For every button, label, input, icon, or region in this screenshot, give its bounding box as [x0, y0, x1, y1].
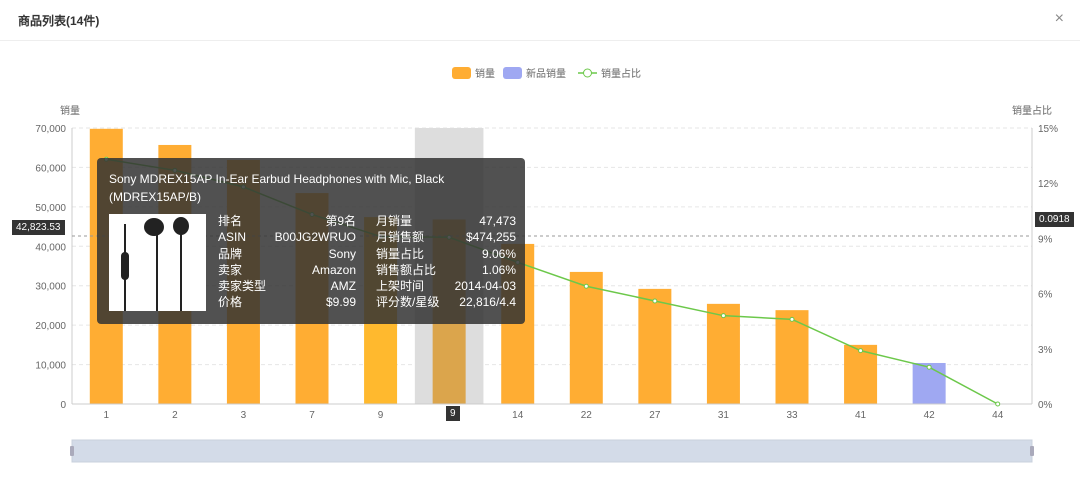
y-tick-label: 50,000 — [35, 203, 66, 214]
bar-sales — [569, 271, 603, 404]
x-tick-label: 31 — [718, 410, 730, 421]
tooltip-row: 卖家类型 AMZ 上架时间 2014-04-03 — [218, 278, 518, 294]
y-tick-label: 20,000 — [35, 321, 66, 332]
bar-sales — [706, 303, 740, 404]
tooltip-value: 9.06% — [481, 246, 516, 261]
y2-axis-title: 销量占比 — [1012, 104, 1052, 117]
y-tick-label: 0 — [60, 400, 66, 411]
y2-tick-label: 3% — [1038, 345, 1053, 356]
x-tick-label: 27 — [649, 410, 661, 421]
legend-label: 销量 — [475, 67, 495, 80]
tooltip-value: $9.99 — [325, 295, 356, 310]
legend-swatch — [503, 67, 522, 79]
share-point — [652, 298, 658, 304]
tooltip-key: 排名 — [218, 214, 243, 228]
x-tick-label: 33 — [786, 410, 798, 421]
tooltip-key: 品牌 — [218, 246, 243, 261]
datazoom-slider[interactable] — [71, 439, 1033, 463]
pointer-x-label: 9 — [446, 406, 460, 421]
x-tick-label: 22 — [581, 410, 593, 421]
y2-tick-label: 12% — [1038, 179, 1058, 190]
bar-sales — [638, 288, 672, 404]
tooltip-value: 1.06% — [481, 262, 516, 277]
bar-new-sales — [912, 362, 946, 404]
tooltip-row: 品牌 Sony 销量占比 9.06% — [218, 246, 518, 262]
pointer-y-left-label: 42,823.53 — [12, 220, 65, 235]
tooltip-key: 卖家类型 — [218, 279, 267, 294]
tooltip-key: 月销量 — [376, 214, 413, 228]
y-tick-label: 70,000 — [35, 124, 66, 135]
tooltip: Sony MDREX15AP In-Ear Earbud Headphones … — [97, 158, 525, 324]
slider-handle-right[interactable] — [1030, 446, 1034, 456]
tooltip-key: 销售额占比 — [376, 262, 437, 277]
pointer-y-right-label: 0.0918 — [1035, 212, 1074, 227]
tooltip-key: 价格 — [218, 295, 243, 310]
x-tick-label: 3 — [241, 410, 247, 421]
tooltip-value: 2014-04-03 — [454, 279, 516, 294]
tooltip-key: 评分数/星级 — [376, 295, 440, 310]
tooltip-key: 销量占比 — [376, 246, 425, 261]
dialog-title: 商品列表(14件) — [18, 14, 100, 28]
x-tick-label: 1 — [104, 410, 110, 421]
tooltip-key: ASIN — [218, 230, 247, 245]
bar-sales — [844, 344, 878, 404]
slider-handle-left[interactable] — [70, 446, 74, 456]
legend-label: 新品销量 — [526, 67, 566, 80]
tooltip-title: Sony MDREX15AP In-Ear Earbud Headphones … — [109, 172, 445, 204]
tooltip-row: 卖家 Amazon 销售额占比 1.06% — [218, 262, 518, 278]
tooltip-key: 上架时间 — [376, 279, 425, 294]
tooltip-row: ASIN B00JG2WRUO 月销售额 $474,255 — [218, 229, 518, 245]
y-tick-label: 30,000 — [35, 282, 66, 293]
y-tick-label: 60,000 — [35, 163, 66, 174]
x-tick-label: 14 — [512, 410, 524, 421]
legend-marker — [583, 68, 592, 78]
legend-swatch — [452, 67, 471, 79]
tooltip-value: 47,473 — [479, 214, 516, 228]
tooltip-value: B00JG2WRUO — [274, 230, 356, 245]
y2-tick-label: 6% — [1038, 290, 1053, 301]
x-tick-label: 44 — [992, 410, 1004, 421]
tooltip-value: Sony — [328, 246, 356, 261]
tooltip-value: AMZ — [330, 279, 356, 294]
tooltip-row: 价格 $9.99 评分数/星级 22,816/4.4 — [218, 294, 518, 310]
dialog-header: 商品列表(14件) × — [0, 0, 1080, 41]
tooltip-row: 排名 第9名 月销量 47,473 — [218, 213, 518, 229]
x-tick-label: 9 — [378, 410, 384, 421]
tooltip-value: Amazon — [311, 262, 356, 277]
product-image — [109, 214, 206, 311]
y-tick-label: 10,000 — [35, 361, 66, 372]
x-tick-label: 41 — [855, 410, 867, 421]
share-point — [720, 313, 726, 319]
tooltip-value: 22,816/4.4 — [459, 295, 516, 310]
y-tick-label: 40,000 — [35, 242, 66, 253]
tooltip-key: 卖家 — [218, 262, 243, 277]
earbuds-image — [121, 217, 189, 311]
legend-label: 销量占比 — [601, 67, 641, 80]
share-point — [583, 283, 589, 289]
tooltip-value: $474,255 — [465, 230, 516, 245]
x-tick-label: 42 — [924, 410, 936, 421]
y2-tick-label: 15% — [1038, 124, 1058, 135]
share-point — [926, 364, 932, 370]
bar-sales — [775, 310, 809, 404]
y2-tick-label: 9% — [1038, 234, 1053, 245]
share-point — [789, 316, 795, 322]
x-tick-label: 7 — [309, 410, 315, 421]
y2-tick-label: 0% — [1038, 400, 1053, 411]
x-tick-label: 2 — [172, 410, 178, 421]
close-icon[interactable]: × — [1054, 10, 1064, 27]
tooltip-key: 月销售额 — [376, 230, 425, 245]
tooltip-value: 第9名 — [325, 214, 356, 228]
y-axis-title: 销量 — [60, 104, 80, 117]
share-point — [858, 348, 864, 354]
share-point — [995, 401, 1001, 407]
